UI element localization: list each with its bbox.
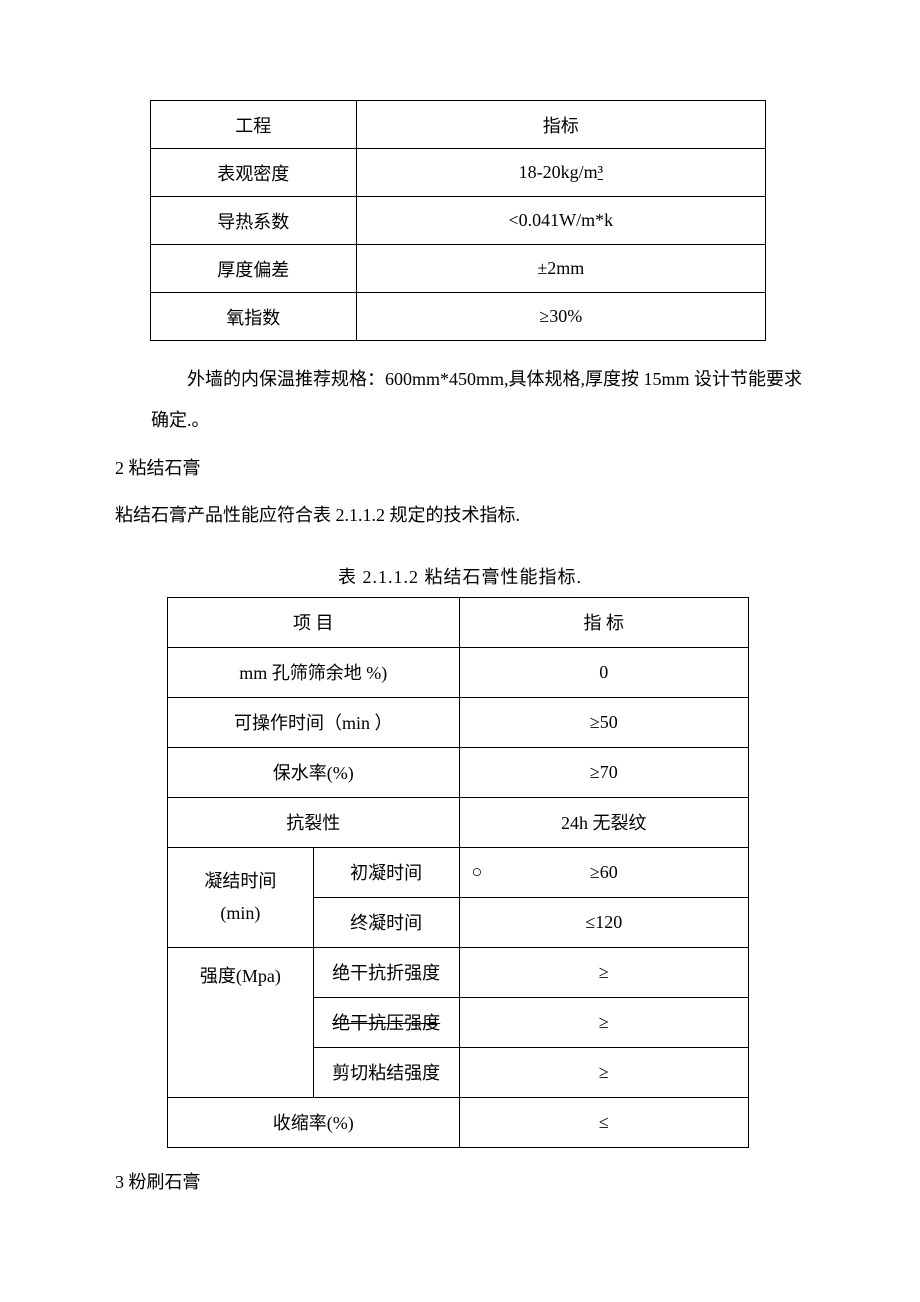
cell-group-label: 凝结时间(min) [168,847,314,947]
table-2-gypsum: 项 目 指 标 mm 孔筛筛余地 %) 0 可操作时间（min ） ≥50 保水… [167,597,749,1148]
section-2-line: 粘结石膏产品性能应符合表 2.1.1.2 规定的技术指标. [115,495,805,536]
cell-label: 氧指数 [151,293,357,341]
cell-label: 抗裂性 [168,797,460,847]
table-row: 工程 指标 [151,101,766,149]
cell-label: 保水率(%) [168,747,460,797]
cell-value: 0 [459,647,748,697]
cell-value: ○ ≥60 [459,847,748,897]
cell-value: ≥30% [356,293,765,341]
cell-sub-label: 绝干抗压强度 [313,997,459,1047]
table-row: 表观密度 18-20kg/m³ [151,149,766,197]
cell-sub-label: 初凝时间 [313,847,459,897]
cell-value: ≥50 [459,697,748,747]
table-row: 强度(Mpa) 绝干抗折强度 ≥ [168,947,749,997]
section-2-heading: 2 粘结石膏 [115,448,805,489]
cell-value: <0.041W/m*k [356,197,765,245]
cell-label: mm 孔筛筛余地 %) [168,647,460,697]
cell-value: ≤120 [459,897,748,947]
cell-sub-label: 绝干抗折强度 [313,947,459,997]
cell-value: ±2mm [356,245,765,293]
cell-value: 18-20kg/m³ [356,149,765,197]
cell-label: 可操作时间（min ） [168,697,460,747]
paragraph-spec-note: 外墙的内保温推荐规格：600mm*450mm,具体规格,厚度按 15mm 设计节… [115,359,805,442]
cell-sub-label: 剪切粘结强度 [313,1047,459,1097]
table-row: mm 孔筛筛余地 %) 0 [168,647,749,697]
document-body: 工程 指标 表观密度 18-20kg/m³ 导热系数 <0.041W/m*k 厚… [115,100,805,1203]
table-row: 项 目 指 标 [168,597,749,647]
cell-value: 指标 [356,101,765,149]
cell-value-text: ≥60 [590,862,618,882]
cell-group-label: 强度(Mpa) [168,947,314,1097]
table-row: 导热系数 <0.041W/m*k [151,197,766,245]
cell-label: 工程 [151,101,357,149]
cell-value: ≥70 [459,747,748,797]
table-row: 保水率(%) ≥70 [168,747,749,797]
table-row: 抗裂性 24h 无裂纹 [168,797,749,847]
table-row: 厚度偏差 ±2mm [151,245,766,293]
cell-value: ≤ [459,1097,748,1147]
table-row: 凝结时间(min) 初凝时间 ○ ≥60 [168,847,749,897]
table-1-specs: 工程 指标 表观密度 18-20kg/m³ 导热系数 <0.041W/m*k 厚… [150,100,766,341]
strike-text: 绝干抗压强度 [332,1013,440,1033]
table-row: 收缩率(%) ≤ [168,1097,749,1147]
section-3-heading: 3 粉刷石膏 [115,1162,805,1203]
cell-value: ≥ [459,997,748,1047]
cell-value: 24h 无裂纹 [459,797,748,847]
table-row: 氧指数 ≥30% [151,293,766,341]
cell-sub-label: 终凝时间 [313,897,459,947]
cell-label: 导热系数 [151,197,357,245]
cell-label: 收缩率(%) [168,1097,460,1147]
table-row: 可操作时间（min ） ≥50 [168,697,749,747]
cell-value: ≥ [459,1047,748,1097]
cell-label: 表观密度 [151,149,357,197]
header-left: 项 目 [168,597,460,647]
cell-value: ≥ [459,947,748,997]
cell-label: 厚度偏差 [151,245,357,293]
table-2-title: 表 2.1.1.2 粘结石膏性能指标. [115,563,805,589]
header-right: 指 标 [459,597,748,647]
circle-icon: ○ [472,862,483,883]
